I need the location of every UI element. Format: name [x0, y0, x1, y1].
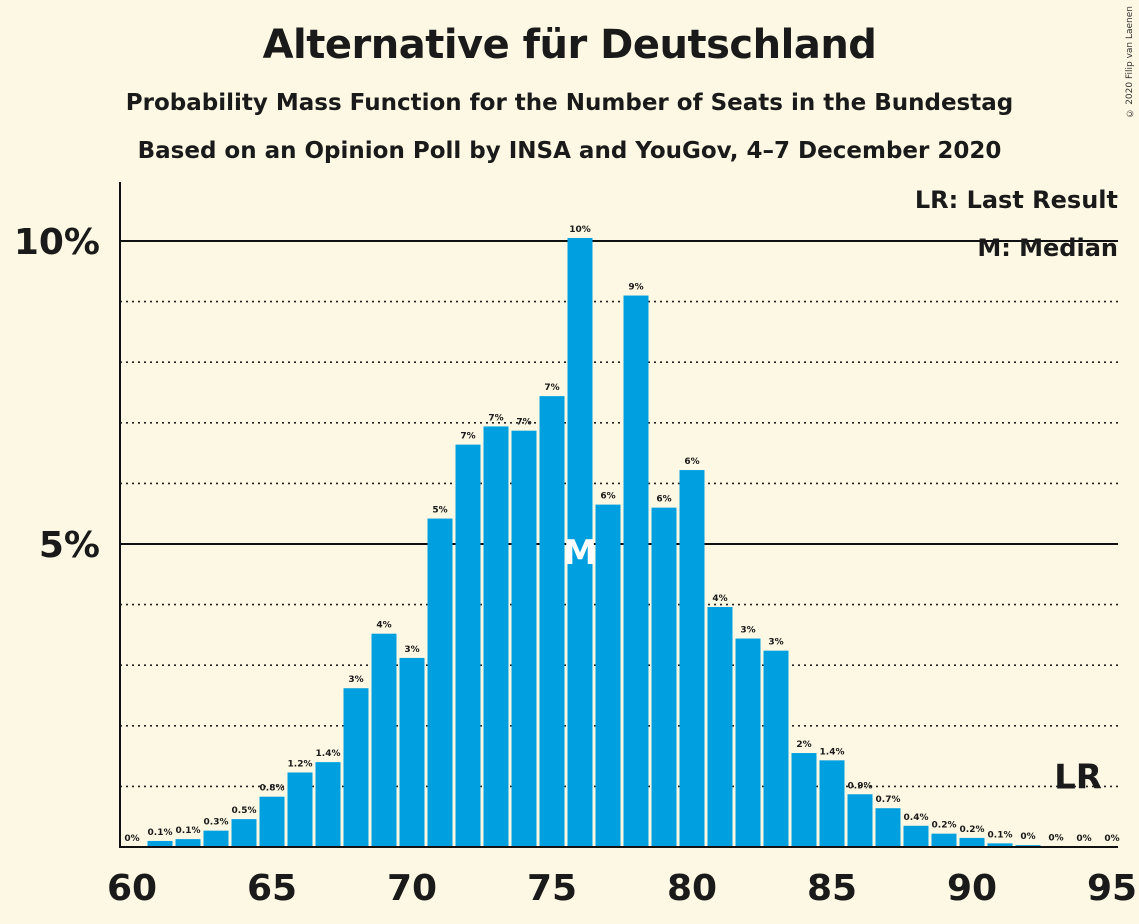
bar	[931, 833, 957, 847]
bar	[427, 518, 453, 847]
x-tick-label: 75	[527, 868, 577, 909]
bar	[847, 794, 873, 847]
bar	[147, 840, 173, 847]
bar	[203, 830, 229, 847]
bar-value-label: 10%	[569, 225, 591, 235]
bar-value-label: 3%	[404, 645, 419, 655]
chart-title: Alternative für Deutschland	[262, 22, 877, 68]
bar	[623, 295, 649, 847]
x-tick-label: 65	[247, 868, 297, 909]
chart-subtitle-poll: Based on an Opinion Poll by INSA and You…	[137, 138, 1002, 164]
bar-value-label: 7%	[488, 413, 503, 423]
bar	[791, 753, 817, 847]
bar-value-label: 1.2%	[288, 759, 313, 769]
bar	[455, 444, 481, 847]
bar-value-label: 0.2%	[960, 825, 985, 835]
bar-value-label: 0%	[1104, 834, 1119, 844]
bar	[819, 760, 845, 847]
bar-value-label: 7%	[516, 418, 531, 428]
bar	[175, 839, 201, 847]
median-marker: M	[563, 533, 597, 573]
bar	[651, 507, 677, 847]
bar-value-label: 2%	[796, 740, 811, 750]
bar	[539, 396, 565, 847]
legend-last-result: LR: Last Result	[914, 186, 1118, 214]
bar	[735, 638, 761, 847]
bar-value-label: 5%	[432, 506, 447, 516]
bar-value-label: 6%	[684, 457, 699, 467]
bar-value-label: 6%	[600, 492, 615, 502]
bar-value-label: 0.2%	[932, 821, 957, 831]
legend-median: M: Median	[977, 234, 1118, 262]
bar-value-label: 0.1%	[988, 830, 1013, 840]
bar	[259, 796, 285, 847]
bar	[903, 825, 929, 847]
bar-value-label: 0.7%	[876, 795, 901, 805]
x-tick-label: 90	[947, 868, 997, 909]
bar	[959, 837, 985, 847]
bar-value-label: 1.4%	[316, 749, 341, 759]
bar-value-label: 0.4%	[904, 813, 929, 823]
bar-value-label: 0%	[1048, 833, 1063, 843]
bar-value-label: 0%	[1020, 832, 1035, 842]
bar	[511, 430, 537, 847]
bar	[231, 819, 257, 847]
bar-value-label: 0%	[1076, 834, 1091, 844]
bar-value-label: 1.4%	[820, 747, 845, 757]
x-tick-label: 60	[107, 868, 157, 909]
bar	[987, 843, 1013, 847]
bar	[707, 607, 733, 847]
bar-value-label: 9%	[628, 283, 643, 293]
last-result-marker: LR	[1054, 757, 1102, 797]
bar-value-label: 4%	[376, 621, 391, 631]
bar-value-label: 0%	[124, 834, 139, 844]
chart-subtitle: Probability Mass Function for the Number…	[125, 90, 1014, 116]
x-tick-label: 80	[667, 868, 717, 909]
bar-value-label: 0.5%	[232, 806, 257, 816]
bar-value-label: 7%	[460, 432, 475, 442]
x-tick-label: 85	[807, 868, 857, 909]
bar	[679, 470, 705, 847]
bar-value-label: 0.9%	[848, 781, 873, 791]
bar	[483, 426, 509, 847]
y-tick-label: 10%	[14, 222, 100, 263]
bar	[343, 688, 369, 847]
bar-value-label: 3%	[768, 638, 783, 648]
bar	[875, 808, 901, 847]
bar-value-label: 3%	[740, 626, 755, 636]
bar-value-label: 3%	[348, 675, 363, 685]
bar	[371, 633, 397, 847]
bar	[567, 237, 593, 848]
bar-value-label: 4%	[712, 594, 727, 604]
bar-value-label: 0.8%	[260, 784, 285, 794]
bar-value-label: 6%	[656, 495, 671, 505]
bar	[595, 504, 621, 847]
bar	[763, 650, 789, 847]
x-tick-label: 95	[1087, 868, 1137, 909]
bar-value-label: 0.3%	[204, 818, 229, 828]
bar	[399, 657, 425, 847]
bar-value-label: 0.1%	[148, 828, 173, 838]
bar-value-label: 7%	[544, 383, 559, 393]
x-tick-label: 70	[387, 868, 437, 909]
bar	[315, 762, 341, 847]
y-tick-label: 5%	[39, 525, 100, 566]
bar	[287, 772, 313, 847]
bar-value-label: 0.1%	[176, 826, 201, 836]
